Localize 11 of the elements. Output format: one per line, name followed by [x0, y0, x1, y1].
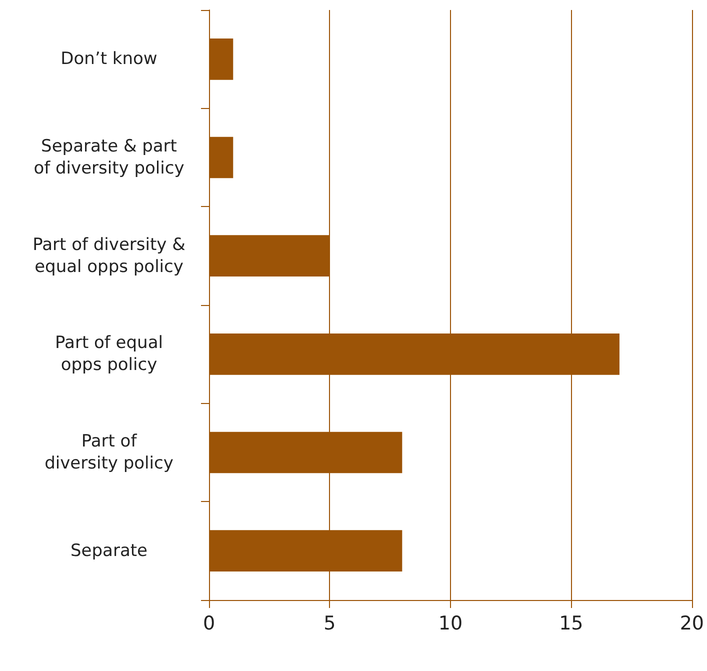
x-tick-label: 0: [202, 612, 216, 634]
y-tick-label: Separate: [70, 540, 148, 561]
y-tick-label: Part of diversity policy: [44, 432, 174, 474]
y-tick-label: Part of diversity & equal opps policy: [32, 234, 186, 277]
x-tick-label: 10: [438, 612, 463, 634]
x-tick-label: 5: [324, 612, 336, 634]
x-tick-label: 20: [680, 612, 704, 634]
y-tick-label: Don’t know: [60, 49, 158, 70]
x-tick-label: 15: [559, 612, 584, 634]
y-tick-label: Separate & part of diversity policy: [34, 136, 184, 178]
y-tick-label: Part of equal opps policy: [55, 333, 163, 376]
